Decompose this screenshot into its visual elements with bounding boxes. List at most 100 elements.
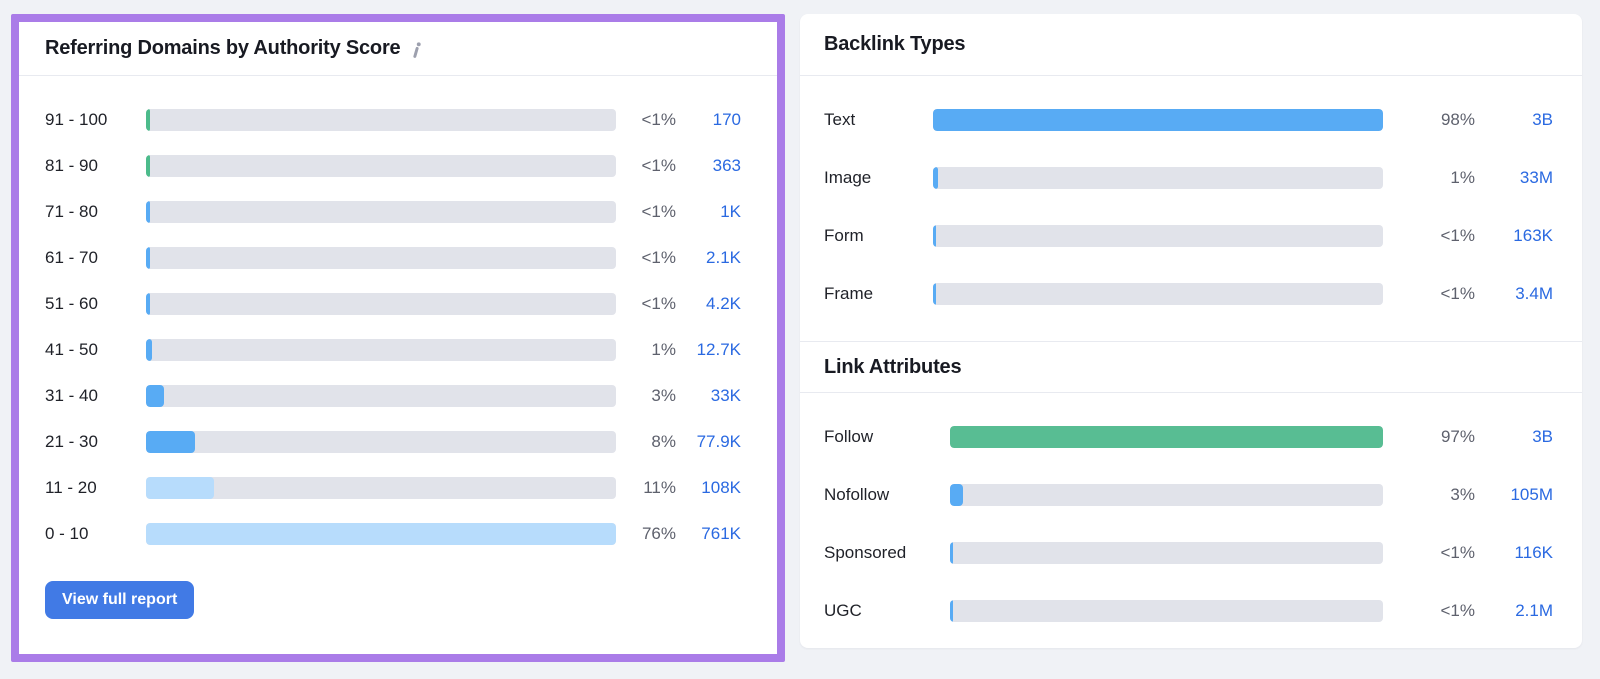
bar-fill — [146, 431, 196, 453]
row-percent: <1% — [641, 294, 677, 313]
backlink-types-rows: Text 98% 3B Image 1% 33M Form <1% 163K F… — [800, 76, 1582, 323]
bar-row: 71 - 80 <1% 1K — [45, 189, 741, 235]
row-percent: 3% — [1450, 485, 1475, 504]
bar-track — [146, 155, 616, 177]
bar-row: 21 - 30 8% 77.9K — [45, 419, 741, 465]
row-label: Text — [824, 110, 856, 129]
bar-row: Nofollow 3% 105M — [824, 466, 1553, 524]
row-percent: <1% — [1440, 543, 1476, 562]
section-divider — [800, 341, 1582, 342]
bar-row: 51 - 60 <1% 4.2K — [45, 281, 741, 327]
link-attributes-header: Link Attributes — [800, 342, 1582, 392]
bar-track — [146, 477, 616, 499]
link-attributes-section: Link Attributes Follow 97% 3B Nofollow 3… — [800, 342, 1582, 640]
bar-track — [146, 431, 616, 453]
bar-fill — [146, 155, 150, 177]
bar-row: 61 - 70 <1% 2.1K — [45, 235, 741, 281]
bar-track — [933, 167, 1383, 189]
row-value-link[interactable]: 761K — [701, 524, 741, 543]
row-percent: 1% — [1450, 168, 1475, 187]
row-value-link[interactable]: 3.4M — [1515, 284, 1553, 303]
row-value-link[interactable]: 3B — [1532, 427, 1553, 446]
bar-fill — [933, 283, 936, 305]
row-value-link[interactable]: 2.1M — [1515, 601, 1553, 620]
row-value-link[interactable]: 163K — [1513, 226, 1553, 245]
bar-row: Text 98% 3B — [824, 91, 1553, 149]
bar-fill — [146, 477, 215, 499]
link-attributes-rows: Follow 97% 3B Nofollow 3% 105M Sponsored… — [800, 393, 1582, 640]
bar-row: Image 1% 33M — [824, 149, 1553, 207]
bar-track — [950, 426, 1383, 448]
row-label: Follow — [824, 427, 874, 446]
row-value-link[interactable]: 1K — [720, 202, 741, 221]
bar-track — [950, 542, 1383, 564]
bar-fill — [146, 293, 150, 315]
bar-fill — [146, 109, 150, 131]
row-value-link[interactable]: 363 — [712, 156, 741, 175]
row-percent: 98% — [1440, 110, 1475, 129]
row-value-link[interactable]: 108K — [701, 478, 741, 497]
row-percent: <1% — [641, 110, 677, 129]
bar-fill — [933, 225, 936, 247]
row-value-link[interactable]: 33M — [1519, 168, 1553, 187]
row-label: 81 - 90 — [45, 156, 98, 175]
authority-score-rows: 91 - 100 <1% 170 81 - 90 <1% 363 71 - 80… — [19, 76, 777, 557]
bar-row: 11 - 20 11% 108K — [45, 465, 741, 511]
referring-domains-header: Referring Domains by Authority Score — [19, 22, 777, 75]
bar-row: Sponsored <1% 116K — [824, 524, 1553, 582]
row-percent: <1% — [641, 248, 677, 267]
row-value-link[interactable]: 170 — [712, 110, 741, 129]
row-label: Sponsored — [824, 543, 907, 562]
backlink-types-title: Backlink Types — [824, 33, 966, 55]
referring-domains-card: Referring Domains by Authority Score 91 … — [11, 14, 785, 662]
row-label: 0 - 10 — [45, 524, 89, 543]
row-label: 71 - 80 — [45, 202, 98, 221]
row-label: 11 - 20 — [45, 478, 97, 497]
bar-fill — [933, 167, 938, 189]
row-value-link[interactable]: 116K — [1514, 543, 1553, 562]
bar-row: Form <1% 163K — [824, 207, 1553, 265]
bar-track — [146, 201, 616, 223]
row-label: 91 - 100 — [45, 110, 108, 129]
bar-fill — [933, 109, 1383, 131]
header-divider — [800, 392, 1582, 393]
row-label: 21 - 30 — [45, 432, 98, 451]
row-value-link[interactable]: 77.9K — [696, 432, 741, 451]
bar-row: 41 - 50 1% 12.7K — [45, 327, 741, 373]
bar-row: Follow 97% 3B — [824, 408, 1553, 466]
row-percent: 3% — [651, 386, 676, 405]
bar-track — [146, 339, 616, 361]
header-divider — [800, 75, 1582, 76]
bar-row: 81 - 90 <1% 363 — [45, 143, 741, 189]
backlink-types-header: Backlink Types — [800, 14, 1582, 75]
row-label: Form — [824, 226, 864, 245]
row-percent: 1% — [651, 340, 676, 359]
row-label: 41 - 50 — [45, 340, 98, 359]
bar-track — [146, 523, 616, 545]
row-value-link[interactable]: 12.7K — [696, 340, 741, 359]
bar-fill — [950, 542, 953, 564]
bar-fill — [146, 247, 150, 269]
row-value-link[interactable]: 3B — [1532, 110, 1553, 129]
row-percent: <1% — [1440, 601, 1476, 620]
row-value-link[interactable]: 33K — [710, 386, 741, 405]
row-value-link[interactable]: 4.2K — [706, 294, 741, 313]
row-value-link[interactable]: 2.1K — [706, 248, 741, 267]
bar-track — [146, 247, 616, 269]
row-percent: <1% — [1440, 284, 1476, 303]
bar-track — [950, 484, 1383, 506]
view-full-report-button[interactable]: View full report — [45, 581, 195, 619]
info-icon[interactable] — [410, 41, 422, 58]
bar-fill — [950, 600, 953, 622]
bar-row: 31 - 40 3% 33K — [45, 373, 741, 419]
row-percent: 11% — [643, 478, 676, 497]
bar-track — [146, 385, 616, 407]
referring-domains-title: Referring Domains by Authority Score — [45, 37, 401, 59]
backlink-summary-card: Backlink Types Text 98% 3B Image 1% 33M … — [800, 14, 1582, 648]
row-value-link[interactable]: 105M — [1510, 485, 1553, 504]
bar-row: Frame <1% 3.4M — [824, 265, 1553, 323]
bar-track — [933, 283, 1383, 305]
row-percent: <1% — [641, 156, 677, 175]
row-percent: 97% — [1440, 427, 1475, 446]
